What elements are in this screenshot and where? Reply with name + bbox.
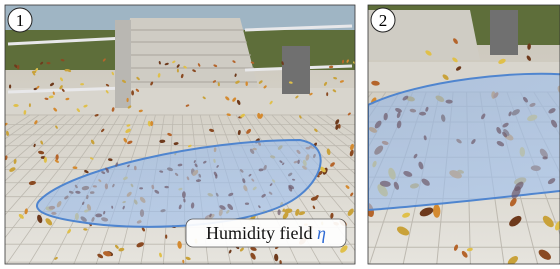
leaf	[542, 156, 547, 159]
page: 1 Humidity field η 2 (() => { const data…	[0, 0, 560, 269]
lamp-post	[115, 20, 131, 108]
annotation-symbol: η	[317, 223, 326, 243]
trash-bin	[490, 10, 518, 55]
trash-bin	[282, 46, 310, 94]
panel-1-label: 1	[16, 11, 25, 30]
leaf	[419, 112, 426, 116]
leaf	[245, 203, 249, 205]
annotation-text: Humidity field	[206, 223, 313, 243]
panel-2-label: 2	[379, 11, 388, 30]
leaf	[13, 104, 18, 107]
figure: 1 Humidity field η 2	[0, 0, 560, 269]
annotation: Humidity field η	[206, 223, 326, 243]
